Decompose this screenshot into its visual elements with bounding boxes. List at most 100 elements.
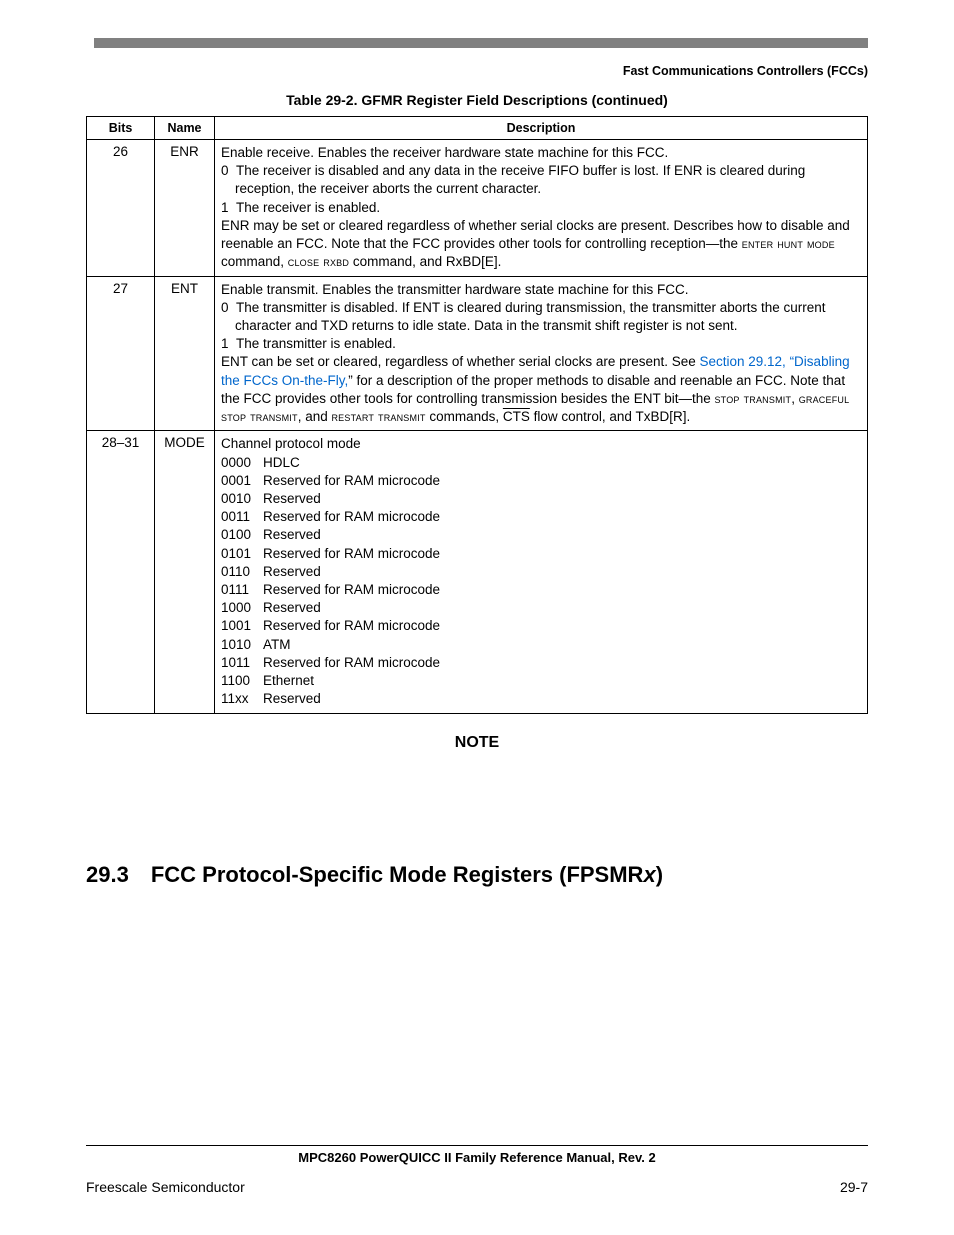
desc-lead: Channel protocol mode — [221, 435, 861, 453]
mode-label: Reserved for RAM microcode — [263, 546, 440, 561]
cell-name: ENR — [155, 140, 215, 277]
mode-code: 0011 — [221, 508, 263, 526]
mode-label: Reserved for RAM microcode — [263, 509, 440, 524]
cell-desc: Enable transmit. Enables the transmitter… — [215, 276, 868, 431]
mode-code: 11xx — [221, 690, 263, 708]
cell-bits: 27 — [87, 276, 155, 431]
desc-tail: ENT can be set or cleared, regardless of… — [221, 353, 861, 426]
mode-code: 0001 — [221, 472, 263, 490]
mode-label: Reserved — [263, 527, 321, 542]
opt-code: 0 — [221, 300, 229, 315]
cell-desc: Enable receive. Enables the receiver har… — [215, 140, 868, 277]
footer-rule — [86, 1145, 868, 1146]
table-caption: Table 29-2. GFMR Register Field Descript… — [86, 92, 868, 108]
mode-code-row: 0100Reserved — [221, 526, 861, 544]
col-bits: Bits — [87, 117, 155, 140]
opt-text: The transmitter is disabled. If ENT is c… — [235, 300, 826, 333]
desc-opt: 1 The receiver is enabled. — [221, 199, 861, 217]
mode-label: Reserved — [263, 691, 321, 706]
mode-code: 1011 — [221, 654, 263, 672]
section-title-italic: x — [643, 862, 655, 887]
mode-label: HDLC — [263, 455, 300, 470]
mode-code: 0010 — [221, 490, 263, 508]
command-name: restart transmit — [331, 409, 425, 424]
cell-desc: Channel protocol mode 0000HDLC 0001Reser… — [215, 431, 868, 713]
mode-code-row: 0111Reserved for RAM microcode — [221, 581, 861, 599]
opt-text: The receiver is disabled and any data in… — [235, 163, 805, 196]
mode-code-row: 1010ATM — [221, 636, 861, 654]
mode-code-row: 11xxReserved — [221, 690, 861, 708]
cell-bits: 28–31 — [87, 431, 155, 713]
tail-text: command, and RxBD[E]. — [349, 254, 501, 269]
table-header-row: Bits Name Description — [87, 117, 868, 140]
table-row: 26 ENR Enable receive. Enables the recei… — [87, 140, 868, 277]
mode-label: Reserved — [263, 600, 321, 615]
opt-text: The receiver is enabled. — [236, 200, 380, 215]
section-heading: 29.3FCC Protocol-Specific Mode Registers… — [86, 862, 868, 888]
desc-opt: 1 The transmitter is enabled. — [221, 335, 861, 353]
cell-name: MODE — [155, 431, 215, 713]
cell-name: ENT — [155, 276, 215, 431]
tail-text: commands, — [426, 409, 503, 424]
mode-code-list: 0000HDLC 0001Reserved for RAM microcode … — [221, 454, 861, 709]
mode-code-row: 1100Ethernet — [221, 672, 861, 690]
footer-left: Freescale Semiconductor — [86, 1179, 245, 1195]
mode-code-row: 1001Reserved for RAM microcode — [221, 617, 861, 635]
mode-code-row: 0001Reserved for RAM microcode — [221, 472, 861, 490]
desc-opt: 0 The receiver is disabled and any data … — [221, 162, 861, 198]
note-heading: NOTE — [86, 734, 868, 752]
command-name: close rxbd — [288, 254, 349, 269]
opt-code: 0 — [221, 163, 229, 178]
desc-lead: Enable receive. Enables the receiver har… — [221, 144, 861, 162]
mode-label: Reserved for RAM microcode — [263, 473, 440, 488]
mode-code-row: 0010Reserved — [221, 490, 861, 508]
mode-code-row: 0011Reserved for RAM microcode — [221, 508, 861, 526]
top-gray-bar — [94, 38, 868, 48]
mode-code: 1000 — [221, 599, 263, 617]
mode-label: Reserved — [263, 564, 321, 579]
cell-bits: 26 — [87, 140, 155, 277]
tail-text: flow control, and TxBD[R]. — [530, 409, 690, 424]
command-name: enter hunt mode — [742, 236, 835, 251]
command-name: stop transmit — [714, 391, 791, 406]
mode-label: Reserved for RAM microcode — [263, 618, 440, 633]
mode-code-row: 0000HDLC — [221, 454, 861, 472]
mode-code-row: 0110Reserved — [221, 563, 861, 581]
gfmr-table: Bits Name Description 26 ENR Enable rece… — [86, 116, 868, 714]
tail-text: , — [791, 391, 799, 406]
mode-code-row: 1011Reserved for RAM microcode — [221, 654, 861, 672]
mode-code-row: 0101Reserved for RAM microcode — [221, 545, 861, 563]
tail-text: command, — [221, 254, 288, 269]
col-desc: Description — [215, 117, 868, 140]
mode-code-row: 1000Reserved — [221, 599, 861, 617]
mode-code: 0111 — [221, 581, 263, 599]
mode-label: ATM — [263, 637, 291, 652]
page-header-right: Fast Communications Controllers (FCCs) — [86, 64, 868, 78]
opt-code: 1 — [221, 336, 229, 351]
mode-label: Reserved for RAM microcode — [263, 582, 440, 597]
desc-opt: 0 The transmitter is disabled. If ENT is… — [221, 299, 861, 335]
table-row: 27 ENT Enable transmit. Enables the tran… — [87, 276, 868, 431]
mode-code: 0101 — [221, 545, 263, 563]
section-title-post: ) — [656, 862, 663, 887]
col-name: Name — [155, 117, 215, 140]
table-row: 28–31 MODE Channel protocol mode 0000HDL… — [87, 431, 868, 713]
opt-code: 1 — [221, 200, 229, 215]
mode-code: 1001 — [221, 617, 263, 635]
tail-text: , and — [298, 409, 332, 424]
desc-lead: Enable transmit. Enables the transmitter… — [221, 281, 861, 299]
mode-label: Ethernet — [263, 673, 314, 688]
section-number: 29.3 — [86, 862, 129, 887]
mode-code: 1010 — [221, 636, 263, 654]
mode-code: 0110 — [221, 563, 263, 581]
signal-overline: CTS — [503, 409, 530, 424]
tail-text: ENT can be set or cleared, regardless of… — [221, 354, 700, 369]
footer-right: 29-7 — [840, 1179, 868, 1195]
mode-label: Reserved for RAM microcode — [263, 655, 440, 670]
mode-label: Reserved — [263, 491, 321, 506]
page-footer: MPC8260 PowerQUICC II Family Reference M… — [86, 1145, 868, 1195]
mode-code: 0000 — [221, 454, 263, 472]
desc-tail: ENR may be set or cleared regardless of … — [221, 217, 861, 272]
footer-manual-title: MPC8260 PowerQUICC II Family Reference M… — [86, 1150, 868, 1165]
opt-text: The transmitter is enabled. — [236, 336, 396, 351]
